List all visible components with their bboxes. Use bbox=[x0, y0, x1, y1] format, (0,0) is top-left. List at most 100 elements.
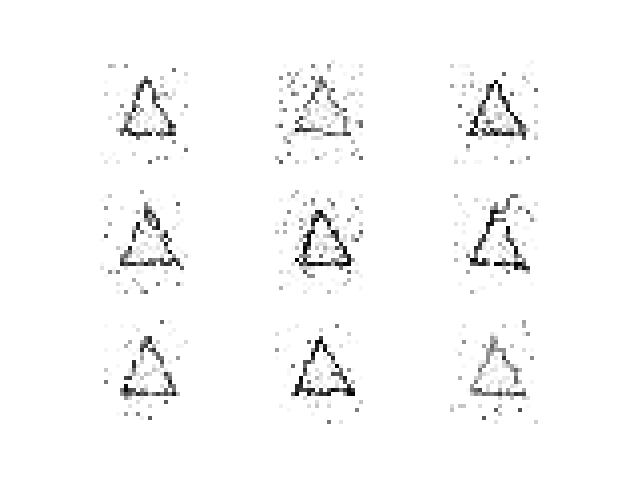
noise-pixel bbox=[522, 254, 526, 258]
noise-pixel bbox=[164, 230, 168, 234]
noise-pixel bbox=[287, 148, 291, 152]
inner-noise-pixel bbox=[514, 238, 518, 242]
noise-pixel bbox=[184, 104, 188, 108]
noise-pixel bbox=[522, 348, 526, 352]
triangle-stroke-pixel bbox=[522, 392, 526, 396]
noise-pixel bbox=[148, 222, 152, 226]
noise-pixel bbox=[140, 376, 144, 380]
noise-pixel bbox=[327, 290, 331, 294]
triangle-stroke-pixel bbox=[156, 258, 160, 262]
triangle-stroke-pixel bbox=[140, 262, 144, 266]
triangle-stroke-pixel bbox=[510, 364, 514, 368]
triangle-stroke-pixel bbox=[514, 116, 518, 120]
noise-pixel bbox=[343, 238, 347, 242]
noise-pixel bbox=[327, 198, 331, 202]
inner-noise-pixel bbox=[140, 360, 144, 364]
triangle-stroke-pixel bbox=[307, 234, 311, 238]
triangle-stroke-pixel bbox=[128, 120, 132, 124]
triangle-stroke-pixel bbox=[132, 100, 136, 104]
triangle-stroke-pixel bbox=[140, 340, 144, 344]
noise-pixel bbox=[315, 64, 319, 68]
noise-pixel bbox=[287, 368, 291, 372]
triangle-icon bbox=[100, 190, 188, 294]
triangle-stroke-pixel bbox=[498, 392, 502, 396]
inner-noise-pixel bbox=[502, 246, 506, 250]
noise-pixel bbox=[347, 380, 351, 384]
inner-noise-pixel bbox=[132, 372, 136, 376]
noise-pixel bbox=[291, 274, 295, 278]
noise-pixel bbox=[128, 396, 132, 400]
noise-pixel bbox=[319, 84, 323, 88]
triangle-stroke-pixel bbox=[474, 380, 478, 384]
triangle-stroke-pixel bbox=[490, 352, 494, 356]
triangle-stroke-pixel bbox=[148, 262, 152, 266]
inner-noise-pixel bbox=[514, 364, 518, 368]
inner-noise-pixel bbox=[339, 368, 343, 372]
inner-noise-pixel bbox=[502, 112, 506, 116]
noise-pixel bbox=[136, 400, 140, 404]
triangle-stroke-pixel bbox=[307, 100, 311, 104]
triangle-stroke-pixel bbox=[172, 254, 176, 258]
triangle-stroke-pixel bbox=[311, 92, 315, 96]
triangle-stroke-pixel bbox=[498, 88, 502, 92]
triangle-stroke-pixel bbox=[498, 210, 502, 214]
noise-pixel bbox=[482, 286, 486, 290]
noise-pixel bbox=[104, 160, 108, 164]
noise-pixel bbox=[140, 88, 144, 92]
noise-pixel bbox=[315, 246, 319, 250]
inner-noise-pixel bbox=[339, 376, 343, 380]
triangle-stroke-pixel bbox=[498, 128, 502, 132]
noise-pixel bbox=[295, 242, 299, 246]
noise-pixel bbox=[104, 348, 108, 352]
image-tile-r1c1 bbox=[100, 60, 188, 164]
inner-noise-pixel bbox=[311, 124, 315, 128]
triangle-stroke-pixel bbox=[319, 392, 323, 396]
noise-pixel bbox=[462, 340, 466, 344]
triangle-stroke-pixel bbox=[323, 262, 327, 266]
noise-pixel bbox=[136, 254, 140, 258]
inner-noise-pixel bbox=[482, 242, 486, 246]
noise-pixel bbox=[482, 120, 486, 124]
noise-pixel bbox=[164, 156, 168, 160]
triangle-stroke-pixel bbox=[168, 384, 172, 388]
triangle-stroke-pixel bbox=[295, 128, 299, 132]
triangle-stroke-pixel bbox=[474, 120, 478, 124]
inner-noise-pixel bbox=[323, 104, 327, 108]
noise-pixel bbox=[343, 238, 347, 242]
inner-noise-pixel bbox=[307, 360, 311, 364]
noise-pixel bbox=[327, 234, 331, 238]
triangle-stroke-pixel bbox=[176, 392, 180, 396]
triangle-stroke-pixel bbox=[319, 336, 323, 340]
triangle-stroke-pixel bbox=[343, 120, 347, 124]
noise-pixel bbox=[136, 136, 140, 140]
inner-noise-pixel bbox=[482, 238, 486, 242]
noise-pixel bbox=[295, 92, 299, 96]
noise-pixel bbox=[331, 278, 335, 282]
noise-pixel bbox=[307, 254, 311, 258]
noise-pixel bbox=[327, 404, 331, 408]
noise-pixel bbox=[510, 124, 514, 128]
triangle-stroke-pixel bbox=[299, 380, 303, 384]
noise-pixel bbox=[351, 64, 355, 68]
triangle-stroke-pixel bbox=[486, 348, 490, 352]
noise-pixel bbox=[152, 246, 156, 250]
triangle-stroke-pixel bbox=[522, 388, 526, 392]
noise-pixel bbox=[311, 282, 315, 286]
triangle-stroke-pixel bbox=[136, 262, 140, 266]
noise-pixel bbox=[303, 104, 307, 108]
triangle-stroke-pixel bbox=[474, 116, 478, 120]
triangle-stroke-pixel bbox=[120, 128, 124, 132]
triangle-stroke-pixel bbox=[486, 132, 490, 136]
triangle-stroke-pixel bbox=[502, 132, 506, 136]
noise-pixel bbox=[490, 80, 494, 84]
noise-pixel bbox=[355, 262, 359, 266]
inner-noise-pixel bbox=[498, 254, 502, 258]
triangle-stroke-pixel bbox=[506, 392, 510, 396]
noise-pixel bbox=[327, 344, 331, 348]
triangle-stroke-pixel bbox=[498, 348, 502, 352]
noise-pixel bbox=[120, 104, 124, 108]
triangle-stroke-pixel bbox=[156, 132, 160, 136]
noise-pixel bbox=[307, 108, 311, 112]
noise-pixel bbox=[355, 88, 359, 92]
triangle-stroke-pixel bbox=[486, 388, 490, 392]
